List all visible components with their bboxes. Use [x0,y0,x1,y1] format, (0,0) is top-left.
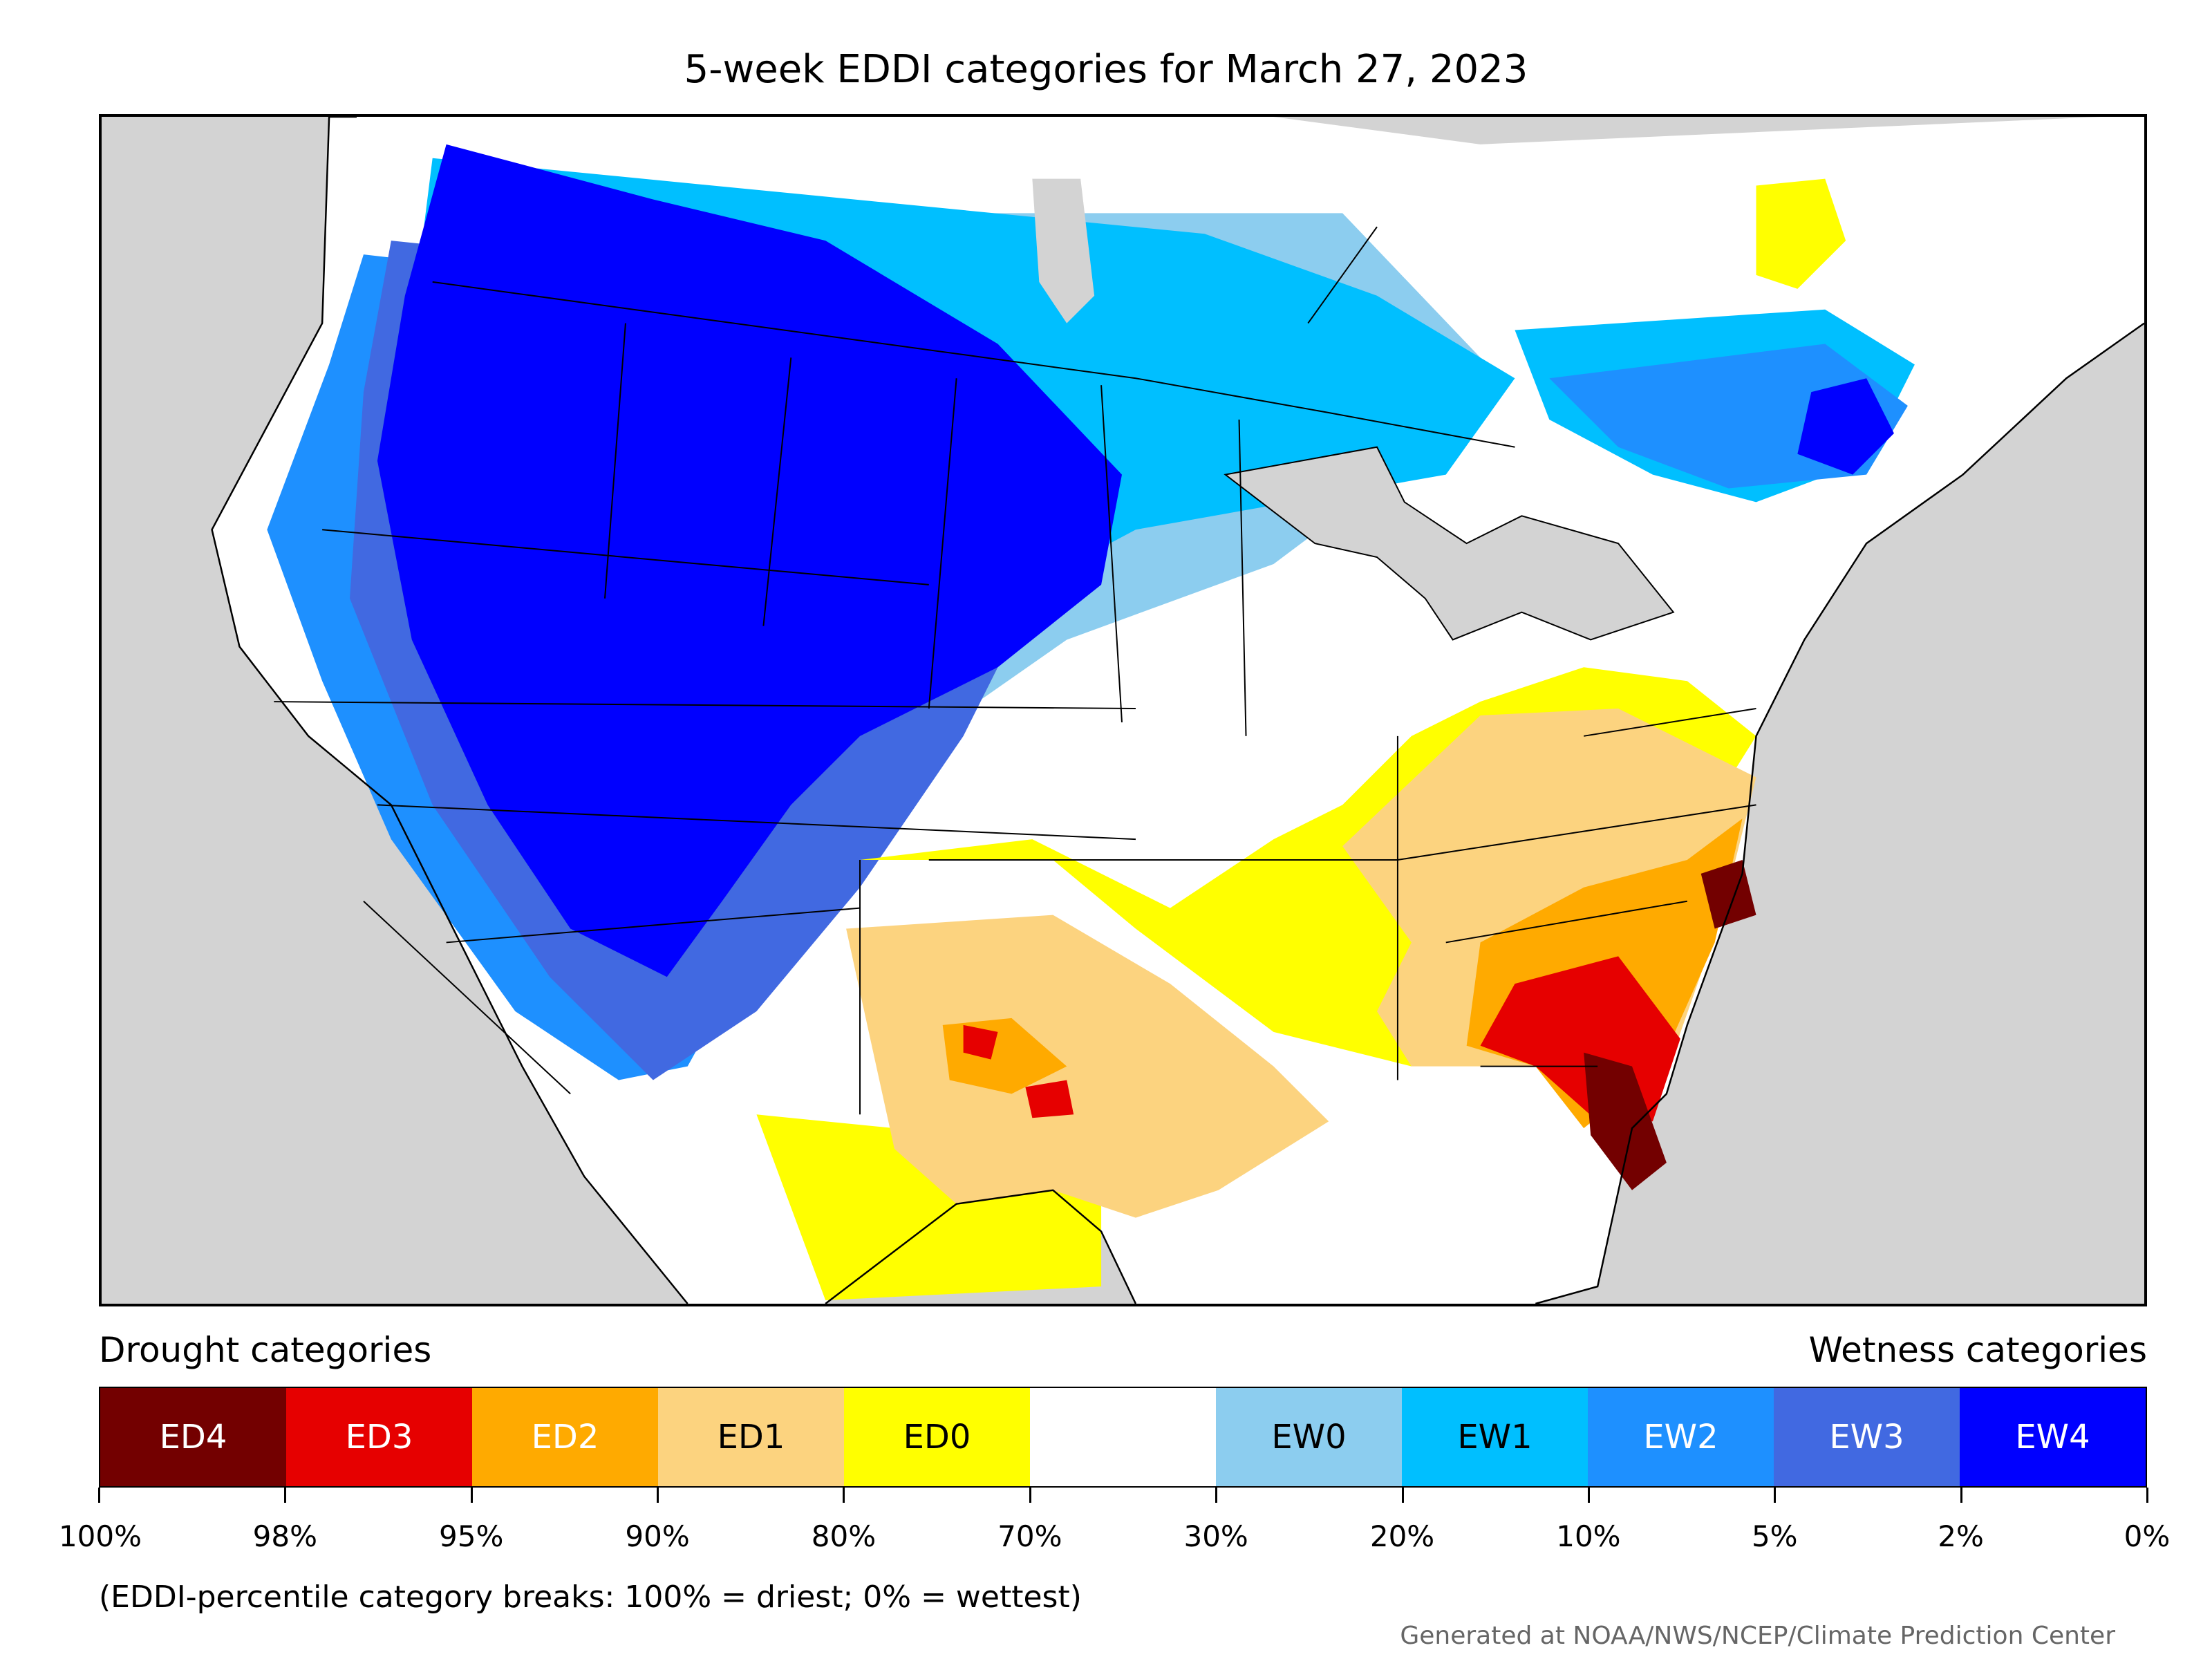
drought-heading: Drought categories [99,1330,432,1370]
colorbar-tick-label: 5% [1751,1519,1798,1553]
colorbar-tick-label: 0% [2124,1519,2171,1553]
colorbar-tick [1587,1488,1590,1503]
colorbar-tick-label: 80% [811,1519,877,1553]
colorbar-tick [1960,1488,1962,1503]
map-canvas [211,117,2144,1304]
legend-swatch-ew0: EW0 [1216,1388,1402,1486]
state-borders [274,226,1756,1115]
legend-swatch-ew2: EW2 [1588,1388,1774,1486]
colorbar-tick-label: 2% [1938,1519,1984,1553]
colorbar-tick [1401,1488,1404,1503]
wetness-heading: Wetness categories [1808,1330,2147,1370]
colorbar-tick [1029,1488,1031,1503]
colorbar-tick-label: 95% [439,1519,504,1553]
legend-swatch-ew4: EW4 [1960,1388,2146,1486]
legend-swatch-ew1: EW1 [1402,1388,1588,1486]
legend-swatch-ed2: ED2 [472,1388,658,1486]
coastline [211,117,2144,1304]
colorbar-tick-label: 20% [1369,1519,1435,1553]
colorbar-tick-label: 100% [58,1519,142,1553]
eddi-map [99,114,2147,1306]
great-lakes [1224,446,1675,641]
dry-region-ed4-florida [1584,1052,1667,1190]
legend-swatch-ed3: ED3 [286,1388,472,1486]
colorbar-tick [1774,1488,1777,1503]
colorbar-tick-label: 90% [625,1519,690,1553]
colorbar-tick [470,1488,473,1503]
legend-swatch-ew3: EW3 [1774,1388,1960,1486]
wet-region-ew4 [377,144,1123,977]
category-colorbar: ED4 ED3 ED2 ED1 ED0 EW0 EW1 EW2 EW3 EW4 [99,1387,2147,1488]
map-title: 5-week EDDI categories for March 27, 202… [684,47,1528,92]
colorbar-tick-label: 70% [997,1519,1062,1553]
colorbar-ticks [98,1488,2148,1515]
lake-winnipeg [1032,178,1095,324]
colorbar-tick-label: 10% [1556,1519,1621,1553]
legend-swatch-ed4: ED4 [100,1388,286,1486]
colorbar-tick [657,1488,659,1503]
dry-region-ed3-nc [1700,859,1756,929]
colorbar-tick [284,1488,287,1503]
legend-swatch-ed1: ED1 [658,1388,844,1486]
legend-swatch-ed0: ED0 [844,1388,1030,1486]
dry-region-ed3-texas-b [1025,1080,1074,1118]
dry-region-ed1 [846,915,1329,1218]
colorbar-tick [843,1488,845,1503]
category-breaks-note: (EDDI-percentile category breaks: 100% =… [99,1580,1082,1615]
wet-region-ew4-ne [1797,378,1894,475]
legend-swatch-neutral [1030,1388,1216,1486]
credit-line: Generated at NOAA/NWS/NCEP/Climate Predi… [1400,1622,2115,1650]
colorbar-tick [1215,1488,1218,1503]
colorbar-tick-label: 98% [252,1519,318,1553]
colorbar-tick [98,1488,100,1503]
colorbar-tick [2146,1488,2148,1503]
colorbar-tick-label: 30% [1183,1519,1248,1553]
dry-region-ed3-texas-a [963,1024,998,1060]
dry-region-ed0-quebec [1756,178,1846,289]
